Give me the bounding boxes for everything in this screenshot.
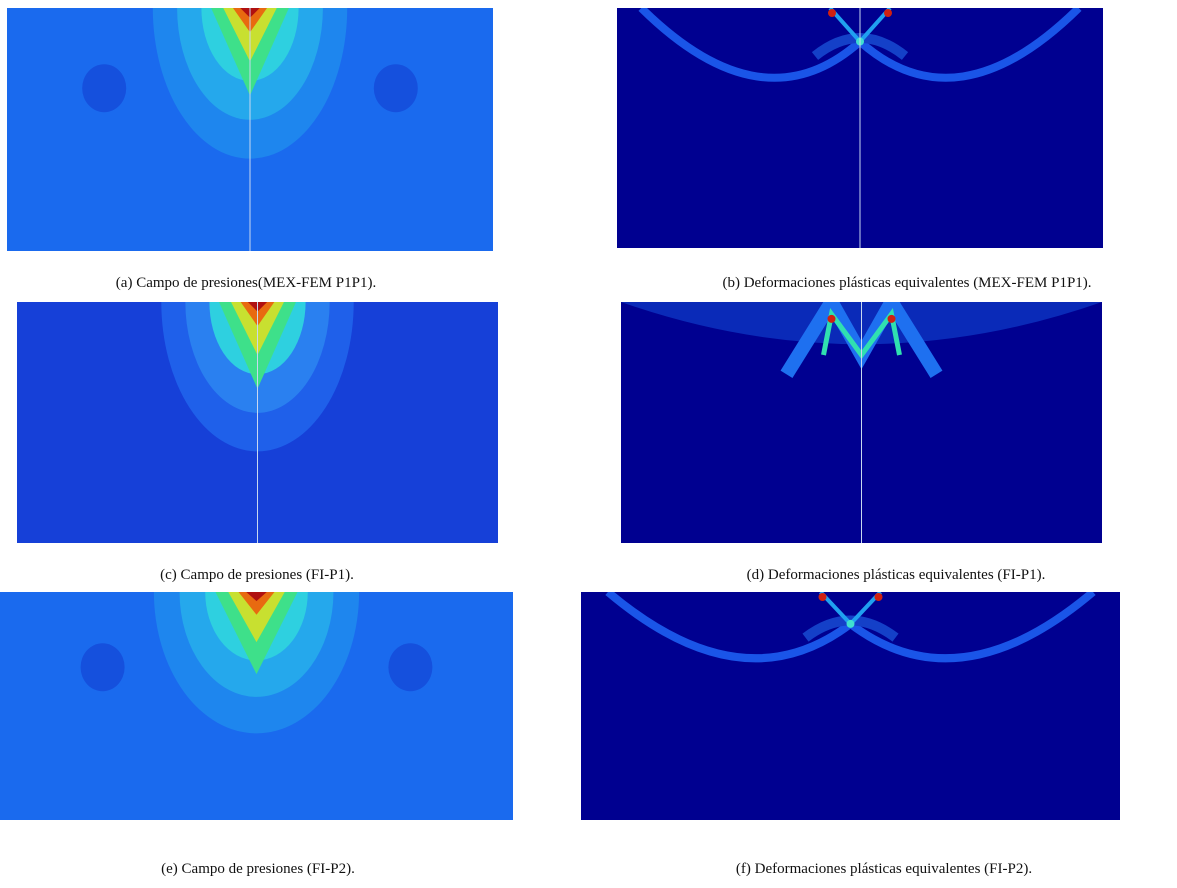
caption: (c) Campo de presiones (FI-P1). bbox=[160, 567, 354, 583]
peak bbox=[874, 593, 883, 601]
contour bbox=[228, 592, 285, 643]
strain-plot bbox=[581, 592, 1120, 820]
contour bbox=[373, 64, 418, 113]
peak bbox=[818, 593, 827, 601]
pressure-plot bbox=[7, 8, 493, 251]
caption: (e) Campo de presiones (FI-P2). bbox=[161, 861, 355, 877]
pressure-plot bbox=[17, 302, 498, 543]
background bbox=[581, 592, 1120, 820]
pressure-plot bbox=[0, 592, 513, 820]
caption: (d) Deformaciones plásticas equivalentes… bbox=[746, 567, 1046, 583]
contour bbox=[238, 592, 275, 615]
caption: (f) Deformaciones plásticas equivalentes… bbox=[735, 861, 1033, 877]
peak bbox=[884, 9, 892, 17]
peak bbox=[887, 314, 896, 323]
caption: (b) Deformaciones plásticas equivalentes… bbox=[722, 275, 1092, 291]
peak bbox=[846, 619, 855, 628]
peak bbox=[828, 9, 836, 17]
strain-plot bbox=[617, 8, 1103, 248]
peak bbox=[827, 314, 836, 323]
contour bbox=[388, 643, 433, 692]
contour bbox=[82, 64, 127, 113]
strain-plot bbox=[621, 302, 1102, 543]
caption: (a) Campo de presiones(MEX-FEM P1P1). bbox=[115, 275, 377, 291]
contour bbox=[80, 643, 125, 692]
contour bbox=[246, 592, 267, 602]
